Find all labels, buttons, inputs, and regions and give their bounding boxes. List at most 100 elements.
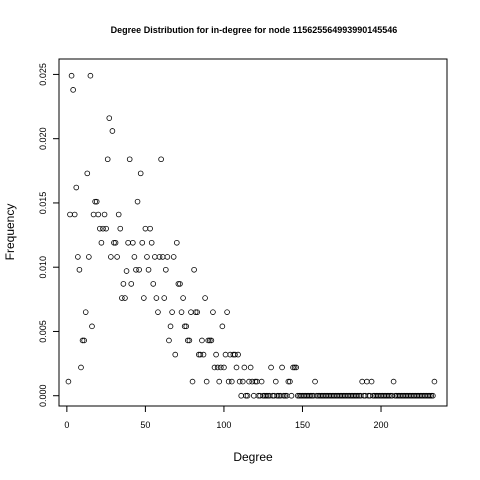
data-point (238, 392, 245, 399)
data-point (112, 239, 119, 246)
data-point (354, 392, 361, 399)
data-point (70, 87, 76, 93)
data-point (174, 239, 180, 246)
data-point (175, 281, 182, 287)
data-point (81, 337, 87, 344)
data-point (280, 392, 287, 399)
data-point (207, 337, 213, 344)
x-tick-label: 150 (295, 420, 310, 430)
data-point (134, 198, 141, 205)
data-point (111, 239, 117, 246)
data-point (291, 364, 298, 371)
data-point (144, 254, 150, 260)
data-point (191, 266, 197, 273)
data-point (232, 351, 238, 358)
data-point (426, 392, 433, 399)
data-point (288, 392, 295, 399)
data-point (90, 211, 97, 218)
data-point (272, 378, 279, 385)
plot-area-border (58, 58, 448, 407)
data-point (279, 364, 285, 371)
data-point (126, 156, 133, 163)
data-point (244, 392, 251, 399)
data-point (161, 295, 168, 301)
data-point (213, 351, 219, 358)
data-point (136, 266, 142, 273)
data-point (194, 309, 201, 315)
data-point (236, 378, 243, 385)
data-point (89, 323, 95, 330)
data-point (65, 378, 72, 385)
data-point (148, 239, 155, 246)
x-axis: 0 50 100 150 200 (64, 405, 389, 430)
data-point (246, 378, 252, 385)
data-point (166, 337, 172, 344)
data-point (263, 392, 270, 399)
data-point (312, 378, 318, 385)
data-point (241, 364, 248, 371)
data-point (123, 268, 130, 274)
data-point (86, 254, 92, 260)
data-point (290, 364, 296, 371)
data-point (155, 309, 161, 315)
data-point (79, 337, 86, 344)
data-point (95, 211, 102, 218)
data-point (203, 378, 210, 385)
data-point (189, 378, 196, 385)
data-point (431, 378, 438, 385)
data-point (233, 364, 240, 371)
data-point (137, 170, 144, 177)
data-point (293, 364, 299, 371)
data-point (250, 392, 257, 399)
data-point (104, 156, 111, 163)
data-point (76, 266, 83, 273)
data-point (268, 364, 274, 371)
data-point (71, 211, 78, 218)
data-point (142, 225, 149, 232)
data-point (222, 351, 229, 358)
data-point (68, 72, 75, 79)
data-point (73, 184, 80, 191)
data-point (210, 309, 216, 315)
data-point (103, 225, 109, 232)
data-point (100, 225, 106, 232)
y-tick-label: 0.000 (38, 384, 48, 407)
data-point (114, 254, 120, 260)
data-point (147, 225, 153, 232)
x-tick-label: 200 (374, 420, 389, 430)
data-point (239, 378, 246, 385)
data-point (243, 392, 249, 399)
data-point (177, 281, 183, 287)
data-point (219, 323, 226, 330)
data-point (93, 198, 100, 205)
x-tick-label: 50 (140, 420, 150, 430)
data-point (205, 337, 212, 344)
data-point (211, 364, 218, 371)
data-point (252, 378, 259, 385)
data-point (221, 364, 227, 371)
data-point (92, 198, 98, 205)
data-point (167, 323, 174, 330)
data-point (117, 225, 124, 232)
data-point (224, 309, 230, 315)
data-point (131, 254, 138, 260)
data-point (122, 295, 128, 301)
x-tick-label: 0 (64, 420, 69, 430)
data-point (180, 295, 186, 301)
data-point (130, 239, 136, 246)
data-point (307, 392, 314, 399)
data-point (430, 392, 436, 399)
data-point (428, 392, 435, 399)
data-point (172, 351, 179, 358)
data-point (170, 254, 177, 260)
x-tick-label: 100 (216, 420, 231, 430)
data-point (364, 378, 370, 385)
data-point (274, 392, 281, 399)
data-point (125, 239, 131, 246)
data-point (225, 378, 232, 385)
data-point (228, 378, 235, 385)
data-point (108, 254, 114, 260)
data-point (282, 392, 289, 399)
data-point (141, 295, 147, 301)
